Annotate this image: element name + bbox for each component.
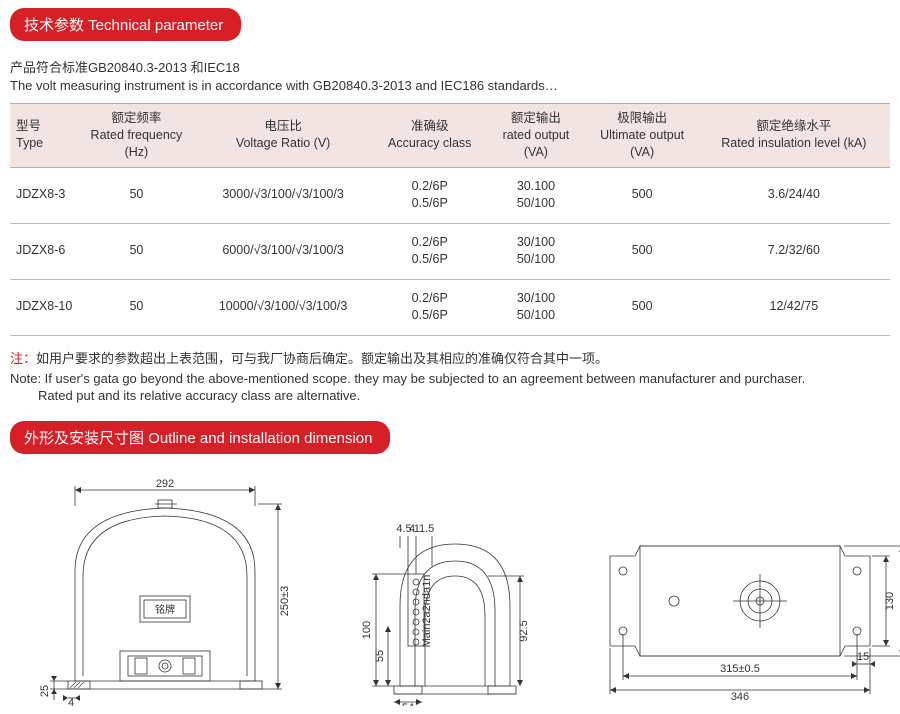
outline-diagrams: 铭牌 292 [10,476,890,706]
cell: 0.2/6P0.5/6P [374,223,485,279]
note-en-2: Rated put and its relative accuracy clas… [38,388,890,403]
cell: 6000/√3/100/√3/100/3 [192,223,374,279]
svg-text:92.5: 92.5 [518,620,530,641]
cell: 50 [81,279,192,335]
col-voltage-ratio: 电压比Voltage Ratio (V) [192,104,374,168]
parameters-table: 型号Type 额定频率Rated frequency(Hz) 电压比Voltag… [10,103,890,336]
cell: 12/42/75 [698,279,890,335]
table-header-row: 型号Type 额定频率Rated frequency(Hz) 电压比Voltag… [10,104,890,168]
note-en-1: Note: If user's gata go beyond the above… [10,371,890,386]
side-view-diagram: Main2a2nda1n 4.5 4 11.5 100 55 [360,516,530,706]
table-row: JDZX8-3 50 3000/√3/100/√3/100/3 0.2/6P0.… [10,167,890,223]
cell: 7.2/32/60 [698,223,890,279]
cell: JDZX8-6 [10,223,81,279]
svg-text:292: 292 [156,478,174,490]
note-cn: 注：如用户要求的参数超出上表范围，可与我厂协商后确定。额定输出及其相应的准确仅符… [10,348,890,367]
cell: JDZX8-3 [10,167,81,223]
cell: 30.10050/100 [485,167,586,223]
intro-text-cn: 产品符合标准GB20840.3-2013 和IEC18 [10,57,890,76]
col-frequency: 额定频率Rated frequency(Hz) [81,104,192,168]
top-view-diagram: 315±0.5 346 15 130 160 [590,516,900,706]
cell: 3.6/24/40 [698,167,890,223]
cell: 0.2/6P0.5/6P [374,279,485,335]
svg-text:315±0.5: 315±0.5 [720,663,760,675]
cell: 50 [81,167,192,223]
svg-text:铭牌: 铭牌 [155,603,175,616]
note-prefix: 注： [10,351,36,366]
svg-text:15: 15 [857,651,869,663]
section-title-technical: 技术参数 Technical parameter [10,8,241,41]
table-row: JDZX8-6 50 6000/√3/100/√3/100/3 0.2/6P0.… [10,223,890,279]
cell: 50 [81,223,192,279]
cell: 0.2/6P0.5/6P [374,167,485,223]
svg-text:Main2a2nda1n: Main2a2nda1n [421,574,433,647]
col-accuracy: 准确级Accuracy class [374,104,485,168]
intro-text-en: The volt measuring instrument is in acco… [10,78,890,93]
front-view-diagram: 铭牌 292 [40,476,300,706]
cell: 3000/√3/100/√3/100/3 [192,167,374,223]
cell: 500 [587,223,698,279]
svg-text:250±3: 250±3 [279,585,291,616]
col-ultimate-output: 极限输出Ultimate output(VA) [587,104,698,168]
table-row: JDZX8-10 50 10000/√3/100/√3/100/3 0.2/6P… [10,279,890,335]
col-insulation: 额定绝缘水平Rated insulation level (kA) [698,104,890,168]
svg-text:54: 54 [402,702,414,706]
svg-text:25: 25 [40,685,51,697]
svg-text:11.5: 11.5 [414,523,435,535]
note-cn-text: 如用户要求的参数超出上表范围，可与我厂协商后确定。额定输出及其相应的准确仅符合其… [36,351,608,366]
cell: 500 [587,279,698,335]
col-rated-output: 额定输出rated output(VA) [485,104,586,168]
cell: JDZX8-10 [10,279,81,335]
cell: 30/10050/100 [485,223,586,279]
svg-text:346: 346 [731,691,749,703]
svg-text:130: 130 [884,591,896,609]
cell: 10000/√3/100/√3/100/3 [192,279,374,335]
svg-text:55: 55 [374,650,386,662]
svg-text:100: 100 [361,620,373,638]
cell: 30/10050/100 [485,279,586,335]
section-title-outline: 外形及安装尺寸图 Outline and installation dimens… [10,421,390,454]
col-type: 型号Type [10,104,81,168]
cell: 500 [587,167,698,223]
